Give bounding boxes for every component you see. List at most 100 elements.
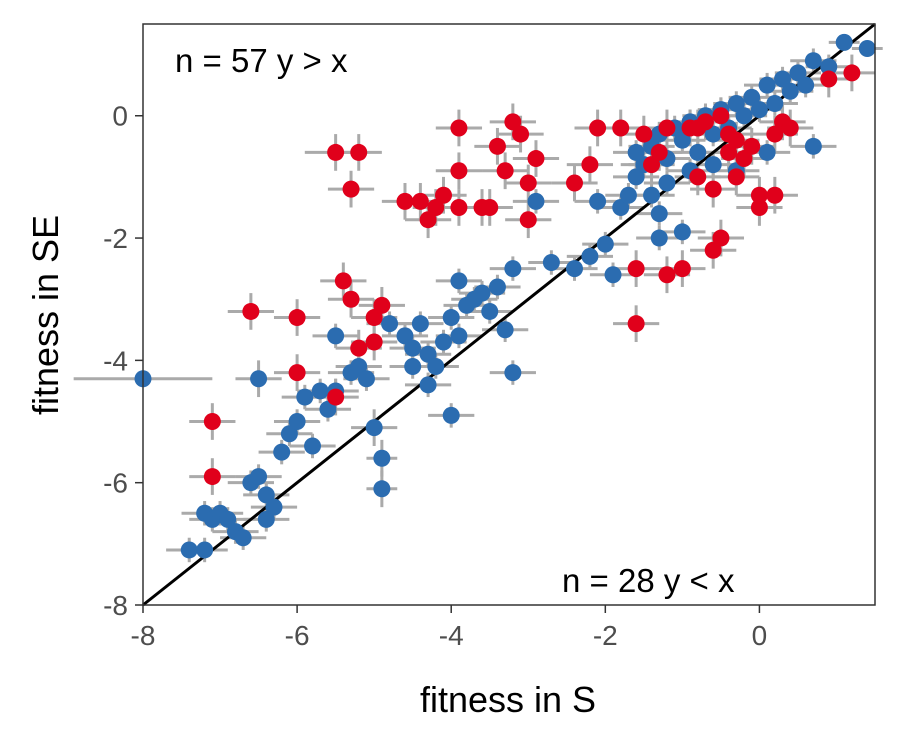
- red-point: [696, 113, 714, 131]
- red-point: [373, 296, 391, 314]
- blue-point: [257, 510, 275, 528]
- blue-point: [496, 321, 514, 339]
- red-point: [527, 150, 545, 168]
- red-point: [496, 162, 514, 180]
- red-point: [519, 174, 537, 192]
- blue-point: [311, 382, 329, 400]
- blue-point: [404, 339, 422, 357]
- red-point: [727, 131, 745, 149]
- blue-point: [781, 82, 799, 100]
- red-point: [519, 211, 537, 229]
- blue-point: [789, 64, 807, 82]
- blue-point: [527, 192, 545, 210]
- blue-point: [450, 272, 468, 290]
- red-point: [689, 168, 707, 186]
- blue-point: [396, 327, 414, 345]
- red-point: [488, 137, 506, 155]
- blue-point: [650, 229, 668, 247]
- red-point: [342, 180, 360, 198]
- red-point: [288, 364, 306, 382]
- blue-point: [288, 413, 306, 431]
- blue-point: [596, 235, 614, 253]
- red-point: [673, 260, 691, 278]
- red-point: [820, 70, 838, 88]
- blue-point: [419, 345, 437, 363]
- y-tick-label: -8: [103, 590, 128, 621]
- blue-point: [481, 302, 499, 320]
- blue-point: [357, 370, 375, 388]
- blue-point: [589, 192, 607, 210]
- red-point: [203, 413, 221, 431]
- blue-point: [427, 357, 445, 375]
- red-point: [643, 156, 661, 174]
- blue-point: [835, 33, 853, 51]
- blue-point: [565, 260, 583, 278]
- red-point: [658, 119, 676, 137]
- red-point: [727, 168, 745, 186]
- blue-point: [327, 327, 345, 345]
- red-point: [334, 272, 352, 290]
- blue-point: [750, 101, 768, 119]
- blue-point: [858, 39, 876, 57]
- blue-point: [442, 309, 460, 327]
- red-point: [635, 125, 653, 143]
- blue-point: [820, 58, 838, 76]
- blue-point: [257, 486, 275, 504]
- red-point: [658, 266, 676, 284]
- red-point: [712, 107, 730, 125]
- red-point: [843, 64, 861, 82]
- red-point: [396, 192, 414, 210]
- blue-point: [797, 76, 815, 94]
- blue-point: [604, 266, 622, 284]
- blue-point: [727, 95, 745, 113]
- red-point: [627, 315, 645, 333]
- blue-point: [419, 376, 437, 394]
- data-points: [134, 33, 876, 559]
- y-tick-label: -2: [103, 223, 128, 254]
- red-point: [735, 150, 753, 168]
- blue-point: [196, 541, 214, 559]
- blue-point: [411, 315, 429, 333]
- blue-point: [689, 143, 707, 161]
- blue-point: [280, 425, 298, 443]
- blue-point: [758, 76, 776, 94]
- blue-point: [627, 143, 645, 161]
- blue-point: [804, 52, 822, 70]
- red-point: [327, 388, 345, 406]
- blue-point: [180, 541, 198, 559]
- red-point: [743, 137, 761, 155]
- blue-point: [404, 357, 422, 375]
- blue-point: [581, 247, 599, 265]
- red-point: [450, 119, 468, 137]
- red-point: [350, 143, 368, 161]
- red-point: [720, 143, 738, 161]
- red-point: [704, 241, 722, 259]
- red-point: [766, 125, 784, 143]
- red-point: [565, 174, 583, 192]
- red-point: [481, 198, 499, 216]
- red-point: [327, 143, 345, 161]
- blue-point: [304, 437, 322, 455]
- blue-point: [673, 131, 691, 149]
- red-point: [581, 156, 599, 174]
- red-point: [242, 302, 260, 320]
- y-tick-label: -6: [103, 468, 128, 499]
- red-point: [427, 198, 445, 216]
- blue-point: [504, 364, 522, 382]
- blue-point: [488, 278, 506, 296]
- red-point: [411, 192, 429, 210]
- red-point: [627, 260, 645, 278]
- blue-point: [473, 284, 491, 302]
- blue-point: [250, 370, 268, 388]
- blue-point: [373, 480, 391, 498]
- blue-point: [442, 406, 460, 424]
- blue-point: [758, 143, 776, 161]
- blue-point: [234, 529, 252, 547]
- x-tick-label: -8: [131, 620, 156, 651]
- blue-point: [735, 107, 753, 125]
- blue-point: [619, 186, 637, 204]
- blue-point: [643, 186, 661, 204]
- red-point: [750, 198, 768, 216]
- blue-point: [381, 315, 399, 333]
